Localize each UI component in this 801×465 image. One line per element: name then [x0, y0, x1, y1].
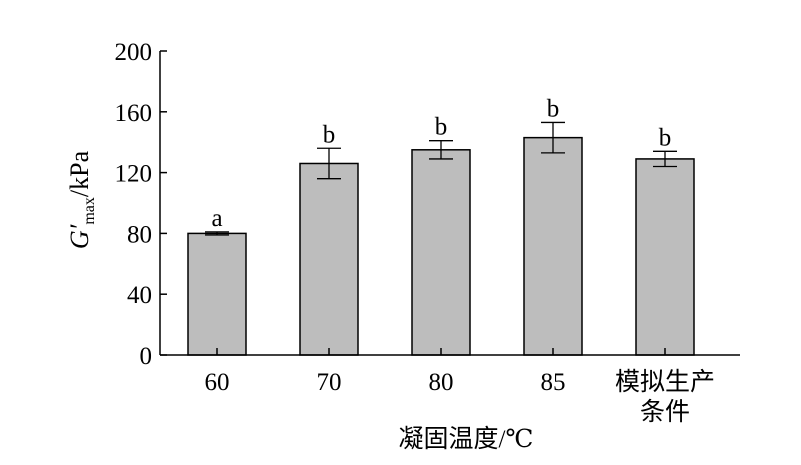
significance-label: a: [211, 205, 222, 232]
bar: [299, 162, 359, 356]
y-ticks-group: 0 40 80 120 160 200: [115, 39, 167, 370]
bar: [523, 136, 583, 356]
x-category-label: 70: [317, 369, 342, 396]
x-axis-title: 凝固温度/℃: [399, 425, 534, 453]
bar: [187, 232, 247, 356]
y-axis-title-symbol: G′: [65, 224, 94, 249]
y-tick-label: 200: [115, 39, 153, 66]
significance-label: b: [435, 114, 448, 141]
y-tick-label: 160: [115, 100, 153, 127]
x-category-label: 模拟生产: [615, 368, 715, 396]
x-category-label: 85: [541, 369, 566, 396]
x-category-label: 条件: [640, 398, 690, 426]
significance-labels-group: a b b b b: [211, 95, 671, 231]
bar: [635, 158, 695, 356]
significance-label: b: [323, 121, 336, 148]
x-category-label: 60: [205, 369, 230, 396]
y-tick-label: 0: [140, 343, 153, 370]
y-axis-title: G′max/kPa: [65, 150, 98, 249]
y-tick-label: 40: [127, 282, 152, 309]
error-bars-group: [205, 121, 677, 236]
bar: [411, 149, 471, 356]
significance-label: b: [659, 124, 672, 151]
y-axis-title-unit: /kPa: [65, 150, 94, 197]
significance-label: b: [547, 95, 560, 122]
x-category-label: 80: [429, 369, 454, 396]
y-axis-title-subscript: max: [81, 197, 98, 225]
y-tick-label: 80: [127, 221, 152, 248]
bars-group: [187, 136, 695, 356]
y-tick-label: 120: [115, 161, 153, 188]
